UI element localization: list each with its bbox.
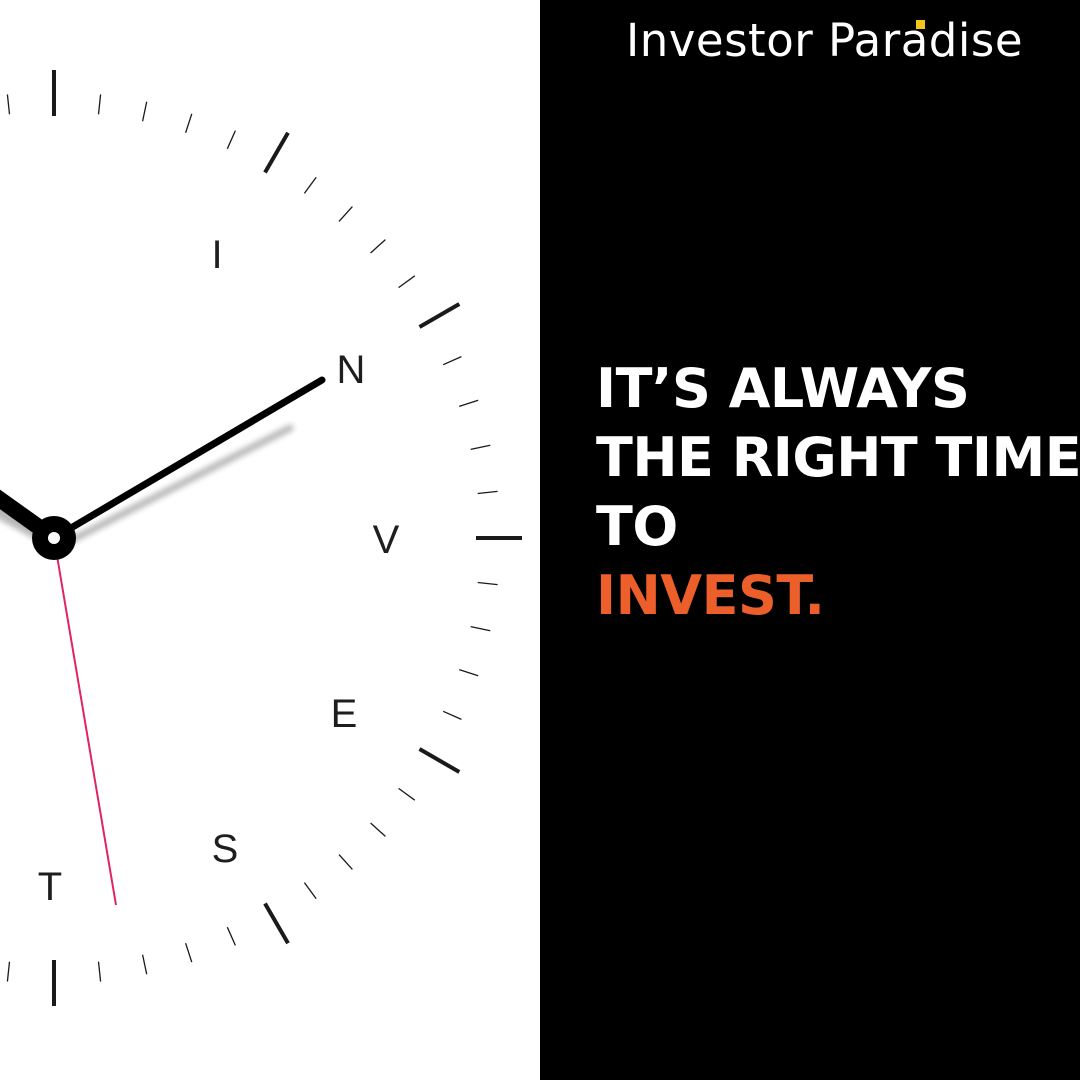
clock-face: I N V E S T (0, 70, 522, 1006)
clock-minor-tick (226, 926, 236, 946)
clock-letter-s: S (212, 827, 239, 871)
clock-tick-marks (6, 70, 522, 1006)
clock-letter-t: T (38, 865, 62, 909)
clock-center-pin (48, 532, 60, 544)
headline-line-1: IT’S ALWAYS (596, 357, 970, 420)
clock-minor-tick (141, 101, 148, 122)
clock-minor-tick (470, 625, 491, 632)
clock-minor-tick (458, 668, 479, 677)
clock-minor-tick (370, 822, 386, 837)
clock-major-tick (263, 131, 290, 174)
headline-line-2: THE RIGHT TIME (596, 426, 1080, 489)
clock-major-tick (418, 302, 461, 329)
headline-line-3: TO (596, 495, 678, 558)
clock-minor-tick (97, 961, 102, 982)
brand-logo-text: Investor Paradise (626, 14, 1023, 67)
clock-minor-tick (338, 854, 353, 870)
headline: IT’S ALWAYS THE RIGHT TIME TO INVEST. (596, 354, 1080, 630)
clock-minor-tick (477, 581, 498, 586)
clock-letter-v: V (373, 518, 400, 562)
clock-minor-tick (470, 444, 491, 451)
clock-major-tick (418, 747, 461, 774)
brand-accent-dot (916, 20, 925, 29)
clock-major-tick (263, 902, 290, 945)
clock-minor-tick (6, 961, 11, 982)
clock-letter-e: E (331, 692, 358, 736)
clock-minor-tick (338, 206, 353, 222)
clock-minor-tick (303, 176, 317, 194)
clock-minor-tick (442, 356, 462, 366)
clock-panel: I N V E S T (0, 70, 522, 1006)
clock-minor-tick (184, 942, 193, 963)
clock-minor-tick (184, 113, 193, 134)
clock-letter-n: N (337, 348, 366, 392)
clock-second-hand (53, 537, 117, 906)
clock-minor-tick (303, 882, 317, 900)
clock-minor-tick (97, 94, 102, 115)
clock-minor-tick (6, 94, 11, 115)
clock-minor-tick (442, 710, 462, 720)
headline-accent-word: INVEST. (596, 564, 825, 627)
clock-minor-tick (370, 239, 386, 254)
text-panel: Investor Paradise IT’S ALWAYS THE RIGHT … (540, 0, 1080, 1080)
clock-minor-tick (398, 787, 416, 801)
clock-minor-tick (458, 399, 479, 408)
clock-minor-tick (398, 275, 416, 289)
clock-minor-tick (141, 954, 148, 975)
clock-minute-hand (50, 376, 326, 542)
clock-letter-i: I (211, 233, 222, 277)
clock-minor-tick (477, 490, 498, 495)
clock-minor-tick (226, 130, 236, 150)
